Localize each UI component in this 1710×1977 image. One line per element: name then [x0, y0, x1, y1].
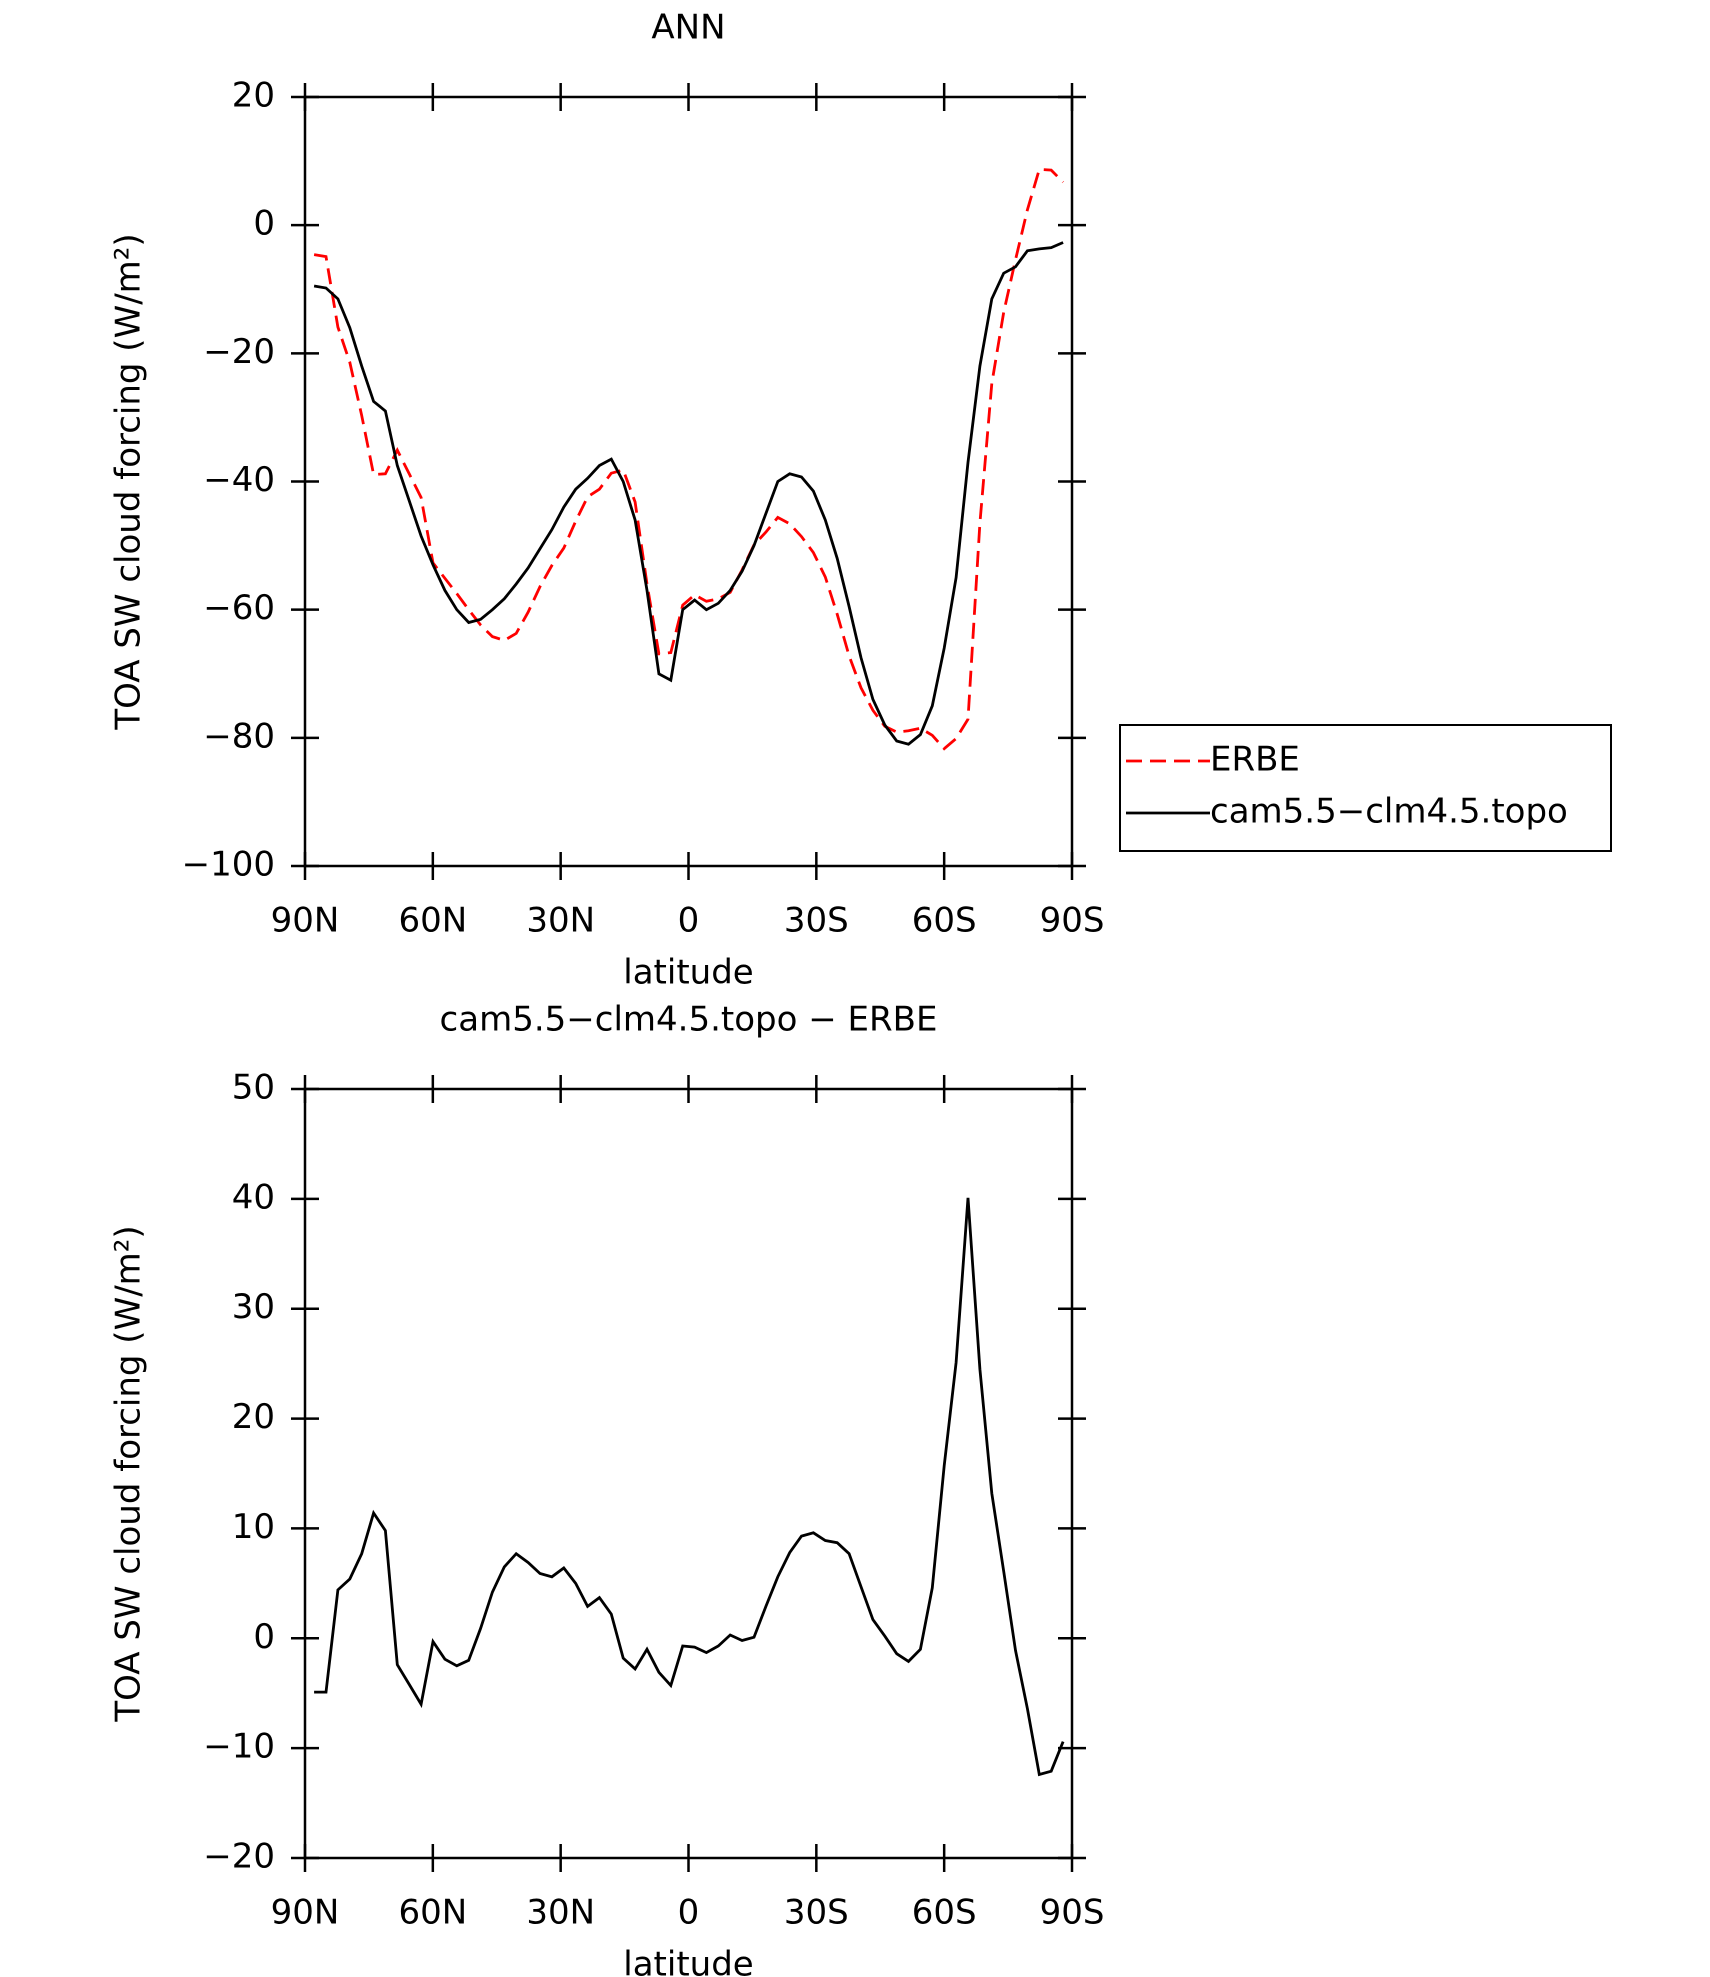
- x-tick-label: 90N: [271, 901, 340, 941]
- x-tick-label: 30N: [526, 901, 595, 941]
- x-tick-label: 60N: [398, 901, 467, 941]
- chart-title: cam5.5−clm4.5.topo − ERBE: [440, 1000, 938, 1040]
- x-tick-label: 90N: [271, 1893, 340, 1933]
- x-tick-label: 90S: [1040, 901, 1105, 941]
- x-tick-label: 60N: [398, 1893, 467, 1933]
- data-line: [313, 167, 1065, 751]
- y-axis-label: TOA SW cloud forcing (W/m²): [109, 233, 149, 730]
- x-tick-label: 0: [678, 901, 700, 941]
- y-tick-label: −60: [203, 588, 275, 628]
- x-axis-label: latitude: [623, 1945, 753, 1977]
- y-tick-label: −80: [203, 716, 275, 756]
- x-axis-label: latitude: [623, 953, 753, 993]
- legend-label: cam5.5−clm4.5.topo: [1210, 792, 1568, 832]
- y-tick-label: −20: [203, 1837, 275, 1877]
- y-tick-label: 30: [232, 1287, 275, 1327]
- data-line: [314, 1197, 1065, 1777]
- x-tick-label: 30S: [784, 1893, 849, 1933]
- x-tick-label: 30S: [784, 901, 849, 941]
- x-tick-label: 0: [678, 1893, 700, 1933]
- x-tick-label: 90S: [1040, 1893, 1105, 1933]
- y-tick-label: 0: [253, 1617, 275, 1657]
- data-line: [313, 241, 1064, 746]
- y-tick-label: −100: [182, 845, 275, 885]
- plot-frame: [303, 95, 1074, 868]
- y-tick-label: 40: [232, 1177, 275, 1217]
- x-tick-label: 60S: [912, 901, 977, 941]
- y-tick-label: 20: [232, 1397, 275, 1437]
- y-tick-label: 10: [232, 1507, 275, 1547]
- legend-label: ERBE: [1210, 740, 1300, 780]
- plot-frame: [303, 1087, 1074, 1860]
- y-tick-label: −20: [203, 332, 275, 372]
- y-tick-label: −10: [203, 1727, 275, 1767]
- y-axis-label: TOA SW cloud forcing (W/m²): [109, 1225, 149, 1722]
- legend-box: [1119, 724, 1612, 852]
- chart-title: ANN: [651, 8, 725, 48]
- y-tick-label: 20: [232, 76, 275, 116]
- y-tick-label: 0: [253, 204, 275, 244]
- x-tick-label: 60S: [912, 1893, 977, 1933]
- x-tick-label: 30N: [526, 1893, 595, 1933]
- y-tick-label: 50: [232, 1068, 275, 1108]
- y-tick-label: −40: [203, 460, 275, 500]
